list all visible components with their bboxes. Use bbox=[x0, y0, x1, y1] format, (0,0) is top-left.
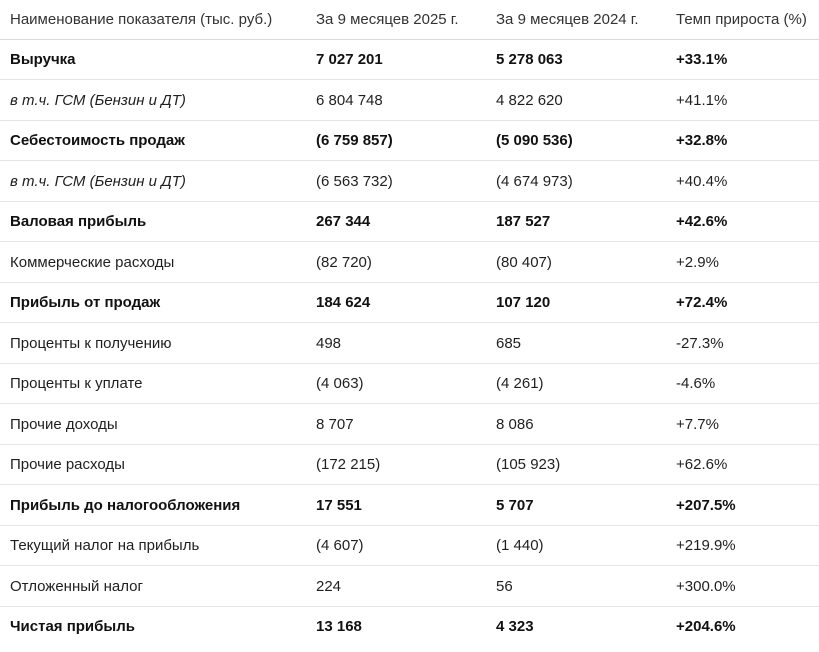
growth-rate: +300.0% bbox=[676, 577, 736, 595]
value-2025: 6 804 748 bbox=[316, 91, 383, 109]
row-label: Валовая прибыль bbox=[10, 213, 147, 230]
growth-rate: -4.6% bbox=[676, 375, 716, 392]
row-label: Прочие доходы bbox=[10, 415, 118, 433]
growth-rate: +41.1% bbox=[676, 91, 728, 109]
value-2025: (4 063) bbox=[316, 375, 364, 392]
growth-rate: -27.3% bbox=[676, 334, 724, 352]
value-2025: 8 707 bbox=[316, 415, 354, 433]
table-row: Коммерческие расходы (82 720) (80 407) +2.9… bbox=[0, 243, 819, 283]
table-row: Проценты к уплате (4 063) (4 261) -4.6% bbox=[0, 364, 819, 404]
value-2024: 8 086 bbox=[496, 415, 534, 433]
table-row: Прочие доходы 8 707 8 086 +7.7% bbox=[0, 405, 819, 445]
table-row: в т.ч. ГСМ (Бензин и ДТ) (6 563 732) (4 67… bbox=[0, 162, 819, 202]
growth-rate: +2.9% bbox=[676, 253, 719, 271]
table-header-row: Наименование показателя (тыс. руб.) За 9… bbox=[0, 0, 819, 40]
header-2024: За 9 месяцев 2024 г. bbox=[496, 11, 639, 28]
table-row: Себестоимость продаж (6 759 857) (5 090 53… bbox=[0, 121, 819, 161]
value-2024: (1 440) bbox=[496, 537, 544, 554]
value-2025: (82 720) bbox=[316, 253, 372, 271]
table-row: Валовая прибыль 267 344 187 527 +42.6% bbox=[0, 202, 819, 242]
row-label: Прочие расходы bbox=[10, 456, 125, 473]
header-indicator: Наименование показателя (тыс. руб.) bbox=[10, 11, 273, 28]
growth-rate: +42.6% bbox=[676, 213, 728, 230]
value-2024: 187 527 bbox=[496, 213, 551, 230]
value-2025: 224 bbox=[316, 577, 342, 595]
value-2024: 685 bbox=[496, 334, 522, 352]
value-2024: 4 822 620 bbox=[496, 91, 563, 109]
value-2025: (172 215) bbox=[316, 456, 381, 473]
value-2025: 184 624 bbox=[316, 294, 371, 311]
table-row: Текущий налог на прибыль (4 607) (1 440) +2… bbox=[0, 526, 819, 566]
value-2025: (4 607) bbox=[316, 537, 364, 554]
row-label: Выручка bbox=[10, 51, 76, 68]
value-2024: 5 707 bbox=[496, 496, 534, 514]
row-label: Чистая прибыль bbox=[10, 618, 135, 635]
row-label: Отложенный налог bbox=[10, 577, 143, 595]
table-row: Чистая прибыль 13 168 4 323 +204.6% bbox=[0, 607, 819, 647]
value-2025: (6 563 732) bbox=[316, 172, 393, 190]
table-row: Прочие расходы (172 215) (105 923) +62.6% bbox=[0, 445, 819, 485]
row-label: Прибыль от продаж bbox=[10, 294, 161, 311]
value-2024: 56 bbox=[496, 577, 513, 595]
growth-rate: +32.8% bbox=[676, 132, 728, 149]
value-2025: 13 168 bbox=[316, 618, 362, 635]
growth-rate: +207.5% bbox=[676, 496, 736, 514]
growth-rate: +7.7% bbox=[676, 415, 719, 433]
row-label: в т.ч. ГСМ (Бензин и ДТ) bbox=[10, 172, 186, 190]
row-label: в т.ч. ГСМ (Бензин и ДТ) bbox=[10, 91, 186, 109]
row-label: Коммерческие расходы bbox=[10, 253, 175, 271]
value-2024: (4 674 973) bbox=[496, 172, 573, 190]
growth-rate: +33.1% bbox=[676, 51, 728, 68]
value-2025: (6 759 857) bbox=[316, 132, 393, 149]
table-row: Выручка 7 027 201 5 278 063 +33.1% bbox=[0, 40, 819, 80]
value-2025: 498 bbox=[316, 334, 342, 352]
growth-rate: +40.4% bbox=[676, 172, 728, 190]
row-label: Проценты к уплате bbox=[10, 375, 143, 392]
growth-rate: +204.6% bbox=[676, 618, 736, 635]
table-row: Проценты к получению 498 685 -27.3% bbox=[0, 324, 819, 364]
table-row: Прибыль до налогообложения 17 551 5 707 +20… bbox=[0, 486, 819, 526]
row-label: Себестоимость продаж bbox=[10, 132, 185, 149]
row-label: Проценты к получению bbox=[10, 334, 172, 352]
value-2025: 17 551 bbox=[316, 496, 362, 514]
value-2024: (4 261) bbox=[496, 375, 544, 392]
table-row: Прибыль от продаж 184 624 107 120 +72.4% bbox=[0, 283, 819, 323]
value-2025: 7 027 201 bbox=[316, 51, 383, 68]
value-2024: 5 278 063 bbox=[496, 51, 563, 68]
row-label: Текущий налог на прибыль bbox=[10, 537, 200, 554]
table-row: Отложенный налог 224 56 +300.0% bbox=[0, 567, 819, 607]
growth-rate: +62.6% bbox=[676, 456, 728, 473]
value-2024: 107 120 bbox=[496, 294, 551, 311]
value-2025: 267 344 bbox=[316, 213, 371, 230]
value-2024: (105 923) bbox=[496, 456, 561, 473]
table-row: в т.ч. ГСМ (Бензин и ДТ) 6 804 748 4 822 6… bbox=[0, 81, 819, 121]
header-2025: За 9 месяцев 2025 г. bbox=[316, 11, 459, 28]
growth-rate: +219.9% bbox=[676, 537, 736, 554]
header-growth: Темп прироста (%) bbox=[676, 11, 807, 28]
row-label: Прибыль до налогообложения bbox=[10, 496, 241, 514]
value-2024: 4 323 bbox=[496, 618, 534, 635]
growth-rate: +72.4% bbox=[676, 294, 728, 311]
value-2024: (80 407) bbox=[496, 253, 552, 271]
value-2024: (5 090 536) bbox=[496, 132, 573, 149]
